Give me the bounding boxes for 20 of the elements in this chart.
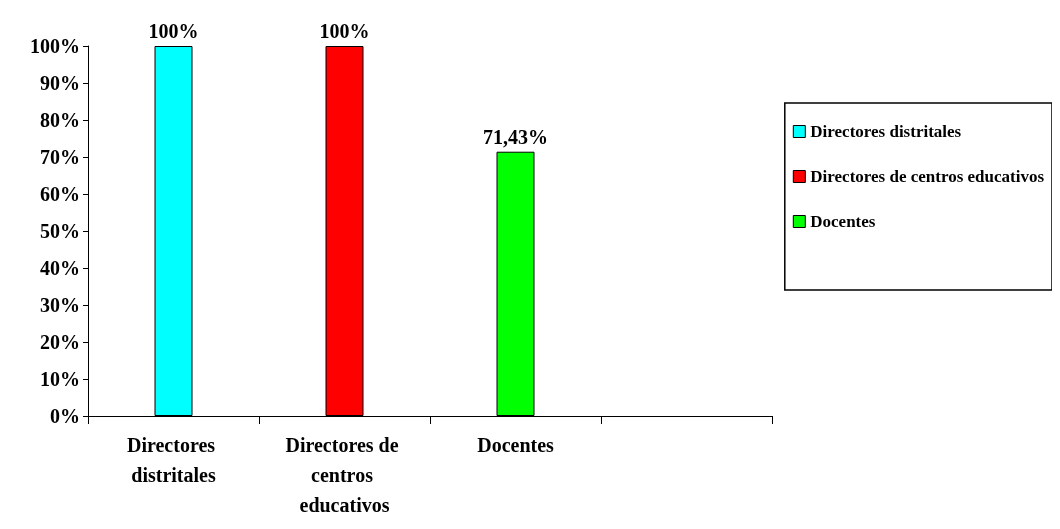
- data-label: 100%: [319, 20, 370, 42]
- x-tick-label: Docentes: [477, 434, 555, 456]
- data-label: 100%: [148, 20, 199, 42]
- y-tick-label: 10%: [40, 368, 80, 390]
- data-label: 71,43%: [483, 125, 548, 148]
- legend-label: Directores distritales: [810, 122, 962, 141]
- y-tick-label: 70%: [40, 146, 80, 168]
- x-tick-label: Directores de centros educativos: [285, 434, 404, 516]
- y-tick-label: 80%: [40, 109, 80, 131]
- x-tick-label: Directores distritales: [126, 434, 221, 486]
- y-tick-label: 40%: [40, 257, 80, 279]
- y-tick-label: 0%: [50, 405, 80, 427]
- y-tick-label: 50%: [40, 220, 80, 242]
- y-tick-label: 20%: [40, 331, 80, 353]
- legend-label: Docentes: [810, 212, 876, 231]
- y-tick-label: 30%: [40, 294, 80, 316]
- y-tick-label: 60%: [40, 183, 80, 205]
- y-tick-label: 100%: [30, 35, 80, 57]
- y-tick-label: 90%: [40, 72, 80, 94]
- legend-label: Directores de centros educativos: [810, 167, 1045, 186]
